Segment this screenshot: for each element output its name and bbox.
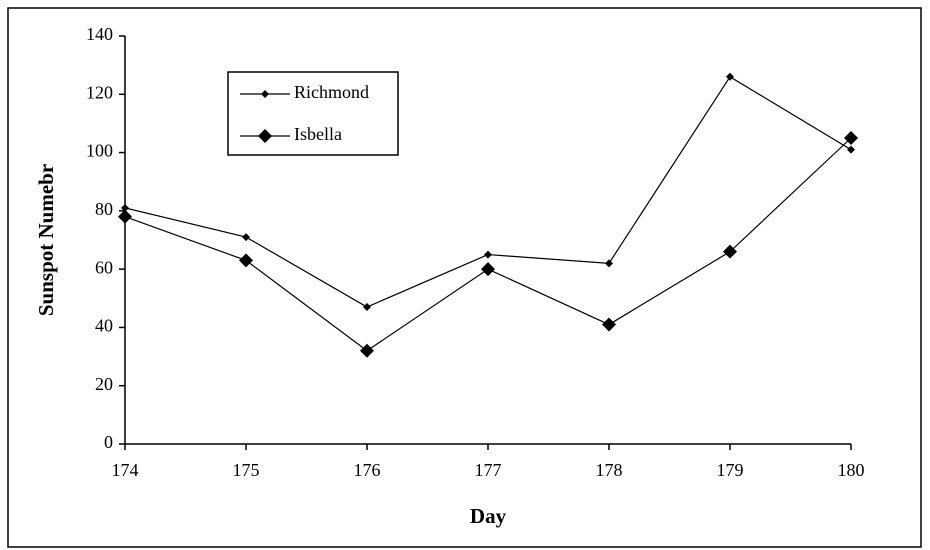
legend-label: Isbella bbox=[294, 124, 342, 144]
point bbox=[363, 303, 371, 312]
chart-border bbox=[7, 7, 922, 548]
point bbox=[726, 72, 734, 81]
x-tick-label: 178 bbox=[596, 460, 623, 480]
legend-box bbox=[227, 71, 399, 156]
point bbox=[844, 131, 858, 145]
point bbox=[847, 145, 855, 154]
point bbox=[484, 250, 492, 259]
series-line bbox=[124, 137, 852, 352]
x-axis-label: Day bbox=[470, 504, 507, 528]
y-tick-label: 60 bbox=[95, 257, 113, 277]
point bbox=[118, 209, 132, 224]
y-tick-label: 20 bbox=[95, 374, 113, 394]
y-tick-label: 40 bbox=[95, 316, 113, 336]
y-axis-label: Sunspot Numebr bbox=[34, 164, 58, 316]
y-tick-label: 100 bbox=[86, 141, 113, 161]
y-tick-label: 0 bbox=[104, 432, 113, 452]
y-tick-label: 120 bbox=[86, 82, 113, 102]
point bbox=[723, 244, 737, 259]
x-tick-label: 177 bbox=[475, 460, 502, 480]
point bbox=[605, 259, 613, 268]
y-tick-label: 140 bbox=[86, 24, 113, 44]
y-tick-label: 80 bbox=[95, 199, 113, 219]
x-tick-label: 174 bbox=[112, 460, 139, 480]
point bbox=[239, 253, 253, 268]
legend-marker bbox=[258, 129, 272, 143]
point bbox=[121, 203, 129, 212]
x-tick-label: 176 bbox=[354, 460, 381, 480]
x-tick-label: 175 bbox=[233, 460, 260, 480]
point bbox=[481, 262, 495, 277]
point bbox=[242, 233, 250, 242]
x-tick-label: 180 bbox=[838, 460, 865, 480]
legend-label: Richmond bbox=[294, 82, 369, 102]
legend-marker bbox=[261, 90, 269, 98]
x-tick-label: 179 bbox=[717, 460, 744, 480]
point bbox=[360, 343, 374, 358]
point bbox=[602, 317, 616, 332]
